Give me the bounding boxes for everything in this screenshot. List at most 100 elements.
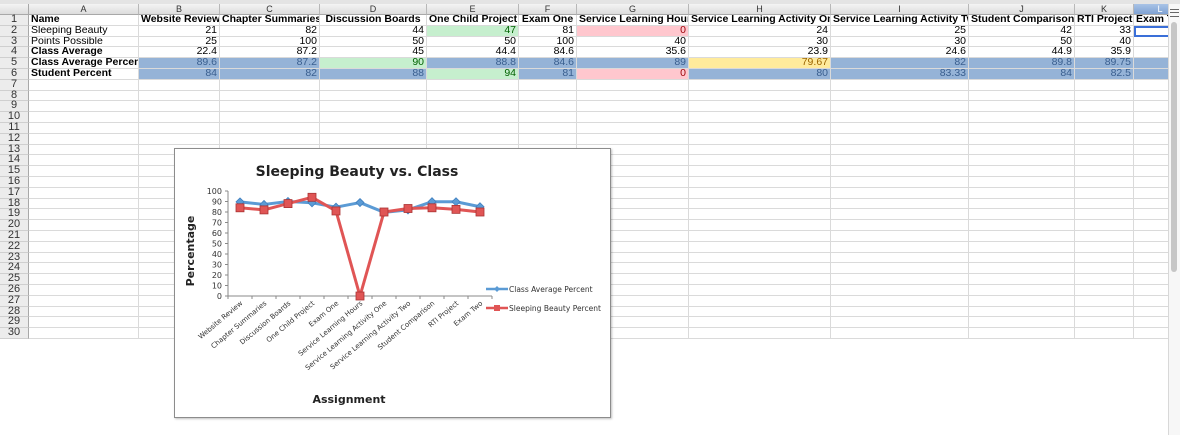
cell[interactable] — [29, 285, 139, 296]
cell[interactable] — [577, 295, 689, 307]
cell[interactable] — [29, 90, 139, 102]
cell[interactable] — [220, 112, 320, 123]
cell[interactable] — [969, 285, 1075, 296]
value-cell[interactable]: 90 — [320, 58, 427, 69]
cell[interactable] — [969, 252, 1075, 264]
cell[interactable] — [689, 198, 831, 210]
cell[interactable] — [139, 133, 220, 145]
value-cell[interactable]: 30 — [831, 36, 969, 48]
cell[interactable] — [1075, 274, 1134, 285]
cell[interactable] — [29, 263, 139, 275]
value-cell[interactable]: 84 — [969, 69, 1075, 80]
cell[interactable] — [29, 317, 139, 329]
column-heading-cell[interactable]: Student Comparison — [969, 15, 1075, 26]
cell[interactable] — [969, 231, 1075, 242]
cell[interactable] — [831, 328, 969, 339]
row-header-19[interactable]: 19 — [0, 208, 29, 221]
cell[interactable] — [1134, 274, 1180, 285]
column-heading-cell[interactable]: Discussion Boards — [320, 15, 427, 26]
cell[interactable] — [519, 101, 577, 113]
cell[interactable] — [689, 90, 831, 102]
cell[interactable] — [1075, 79, 1134, 91]
cell[interactable] — [1134, 199, 1180, 210]
row-header-5[interactable]: 5 — [0, 57, 29, 69]
cell[interactable] — [1134, 123, 1180, 134]
cell[interactable] — [689, 123, 831, 134]
value-cell[interactable]: 23.9 — [689, 47, 831, 59]
cell[interactable] — [427, 112, 519, 123]
cell[interactable] — [1075, 90, 1134, 102]
row-header-23[interactable]: 23 — [0, 251, 29, 264]
cell[interactable] — [689, 241, 831, 253]
value-cell[interactable]: 22.4 — [139, 47, 220, 59]
cell[interactable] — [689, 317, 831, 329]
value-cell[interactable]: 35.6 — [577, 47, 689, 59]
cell[interactable] — [969, 241, 1075, 253]
value-cell[interactable]: 82 — [220, 69, 320, 80]
cell[interactable] — [1075, 123, 1134, 134]
cell[interactable] — [220, 90, 320, 102]
value-cell[interactable]: 21 — [139, 25, 220, 37]
row-header-18[interactable]: 18 — [0, 197, 29, 210]
cell[interactable] — [1075, 306, 1134, 318]
cell[interactable] — [689, 231, 831, 242]
cell[interactable] — [831, 220, 969, 231]
row-header-17[interactable]: 17 — [0, 186, 29, 199]
cell[interactable] — [1075, 241, 1134, 253]
value-cell[interactable]: 81 — [519, 25, 577, 37]
cell[interactable] — [1134, 177, 1180, 188]
cell[interactable] — [427, 133, 519, 145]
cell[interactable] — [831, 177, 969, 188]
value-cell[interactable]: 30 — [689, 36, 831, 48]
row-header-24[interactable]: 24 — [0, 262, 29, 275]
cell[interactable] — [969, 79, 1075, 91]
cell[interactable] — [519, 112, 577, 123]
row-header-28[interactable]: 28 — [0, 305, 29, 318]
value-cell[interactable]: 82 — [831, 58, 969, 69]
select-all-corner[interactable] — [0, 4, 29, 15]
cell[interactable] — [831, 112, 969, 123]
row-header-6[interactable]: 6 — [0, 68, 29, 80]
cell[interactable] — [220, 79, 320, 91]
cell[interactable] — [29, 252, 139, 264]
cell[interactable] — [1134, 112, 1180, 123]
cell[interactable] — [1134, 307, 1180, 318]
cell[interactable] — [1075, 252, 1134, 264]
value-cell[interactable]: 25 — [831, 25, 969, 37]
cell[interactable] — [969, 317, 1075, 329]
cell[interactable] — [969, 198, 1075, 210]
row-label-cell[interactable]: Student Percent — [29, 69, 139, 80]
cell[interactable] — [577, 306, 689, 318]
row-header-1[interactable]: 1 — [0, 14, 29, 26]
value-cell[interactable]: 89 — [577, 58, 689, 69]
column-heading-cell[interactable]: Service Learning Activity Two — [831, 15, 969, 26]
row-header-15[interactable]: 15 — [0, 165, 29, 177]
cell[interactable] — [320, 133, 427, 145]
column-header-E[interactable]: E — [427, 4, 519, 15]
cell[interactable] — [29, 198, 139, 210]
cell[interactable] — [689, 220, 831, 231]
cell[interactable] — [320, 90, 427, 102]
cell[interactable] — [1075, 263, 1134, 275]
cell[interactable] — [831, 263, 969, 275]
cell[interactable] — [689, 177, 831, 188]
cell[interactable] — [29, 155, 139, 167]
cell[interactable] — [1134, 220, 1180, 231]
column-header-B[interactable]: B — [139, 4, 220, 15]
row-header-30[interactable]: 30 — [0, 327, 29, 339]
cell[interactable] — [1075, 231, 1134, 242]
cell[interactable] — [831, 252, 969, 264]
cell[interactable] — [1134, 209, 1180, 221]
value-cell[interactable]: 50 — [969, 36, 1075, 48]
cell[interactable] — [1075, 112, 1134, 123]
cell[interactable] — [220, 133, 320, 145]
cell[interactable] — [969, 328, 1075, 339]
cell[interactable] — [689, 209, 831, 221]
cell[interactable] — [969, 220, 1075, 231]
cell[interactable] — [831, 166, 969, 177]
cell[interactable] — [1134, 285, 1180, 296]
cell[interactable] — [427, 90, 519, 102]
cell[interactable] — [29, 220, 139, 231]
cell[interactable] — [689, 101, 831, 113]
value-cell[interactable]: 35.9 — [1075, 47, 1134, 59]
